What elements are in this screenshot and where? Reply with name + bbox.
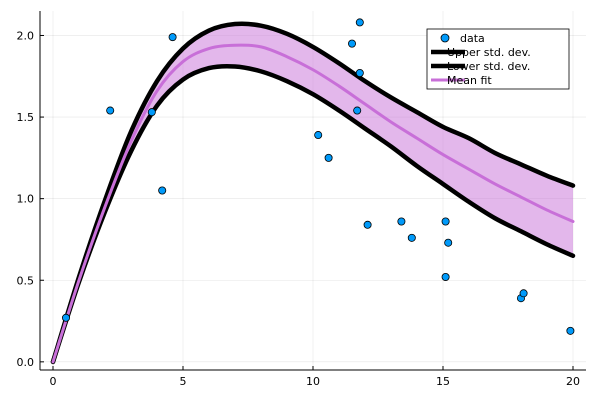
- lower-std-dev-line: [50, 63, 576, 365]
- data-point: [106, 106, 115, 115]
- data-point: [441, 217, 450, 226]
- std-dev-band: [53, 23, 573, 362]
- y-tick-label: 0.0: [17, 356, 35, 369]
- data-point: [168, 33, 177, 42]
- data-point: [407, 233, 416, 242]
- data-point: [62, 313, 71, 322]
- data-point: [324, 153, 333, 162]
- x-tick-label: 5: [180, 375, 187, 388]
- legend-label: Lower std. dev.: [447, 60, 530, 73]
- legend-label: Upper std. dev.: [447, 46, 531, 59]
- series-lines: [50, 21, 576, 365]
- data-point: [353, 106, 362, 115]
- data-point: [347, 39, 356, 48]
- x-tick-label: 15: [436, 375, 450, 388]
- data-points: [62, 18, 575, 335]
- tick-labels: 0 5 10 15 20 0.0 0.5 1.0 1.5 2.0: [17, 29, 581, 388]
- data-point: [444, 238, 453, 247]
- x-tick-label: 20: [566, 375, 580, 388]
- mean-fit-line: [51, 43, 575, 364]
- y-tick-label: 1.0: [17, 193, 35, 206]
- y-tick-label: 0.5: [17, 274, 35, 287]
- x-tick-label: 10: [306, 375, 320, 388]
- legend-label: data: [460, 32, 485, 45]
- data-point: [441, 272, 450, 281]
- data-point: [355, 69, 364, 78]
- data-point: [355, 18, 364, 27]
- y-tick-label: 2.0: [17, 29, 35, 42]
- data-point: [397, 217, 406, 226]
- data-point: [314, 131, 323, 140]
- data-point: [566, 326, 575, 335]
- legend-label: Mean fit: [447, 74, 492, 87]
- data-point: [158, 186, 167, 195]
- data-point: [363, 220, 372, 229]
- std-dev-band-area: [53, 23, 573, 362]
- upper-std-dev-line: [50, 21, 576, 365]
- x-tick-label: 0: [50, 375, 57, 388]
- y-tick-label: 1.5: [17, 111, 35, 124]
- data-point: [147, 108, 156, 117]
- axes: [39, 11, 586, 371]
- data-point: [519, 289, 528, 298]
- legend-marker: [440, 33, 450, 43]
